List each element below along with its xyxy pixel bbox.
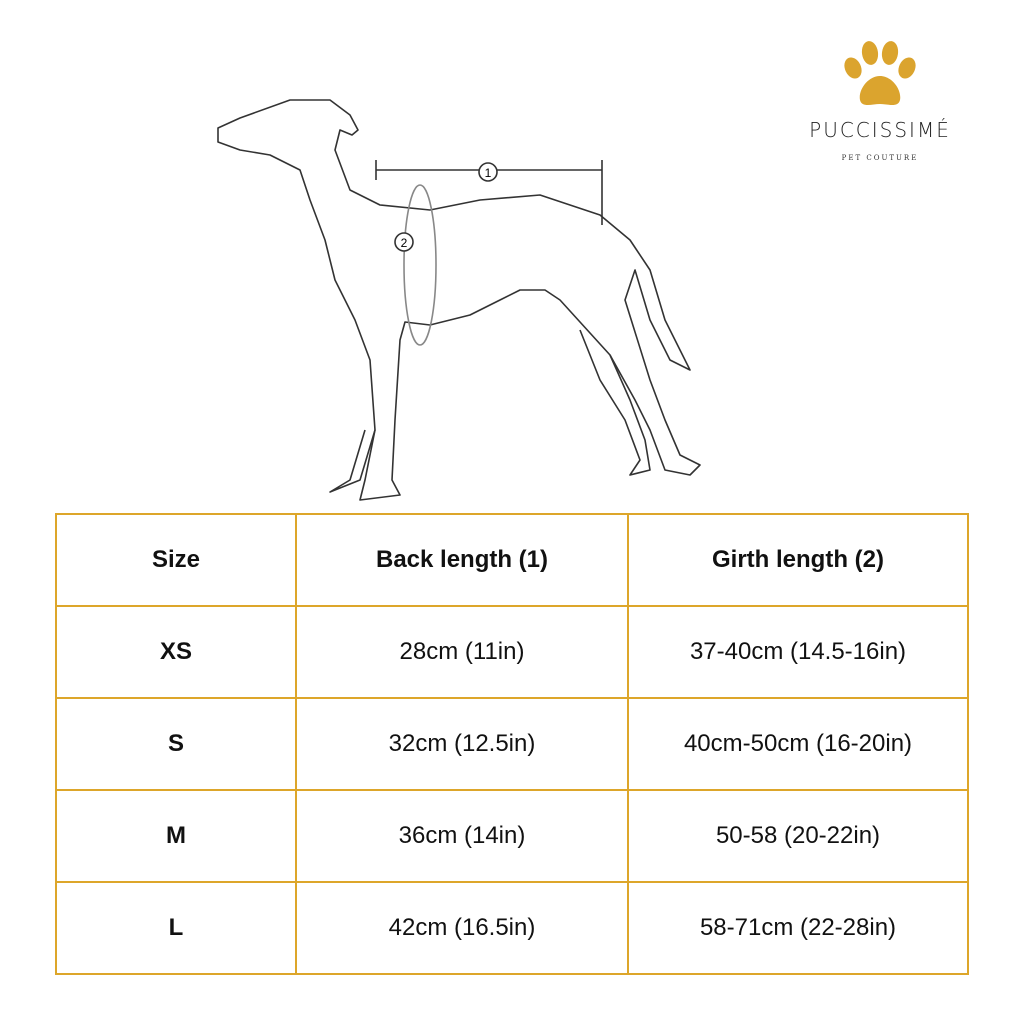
- size-cell: L: [55, 881, 297, 975]
- paw-icon: [844, 41, 916, 105]
- brand-logo: PUCCISSIMÉ PET COUTURE: [780, 40, 980, 190]
- size-cell: M: [55, 789, 297, 883]
- table-row: M 36cm (14in) 50-58 (20-22in): [55, 789, 969, 883]
- dog-hind-leg: [579, 329, 651, 476]
- table-row: XS 28cm (11in) 37-40cm (14.5-16in): [55, 605, 969, 699]
- size-cell: XS: [55, 605, 297, 699]
- table-row: S 32cm (12.5in) 40cm-50cm (16-20in): [55, 697, 969, 791]
- table-row: L 42cm (16.5in) 58-71cm (22-28in): [55, 881, 969, 975]
- size-chart-table: Size Back length (1) Girth length (2) XS…: [55, 513, 969, 975]
- girth-length-cell: 37-40cm (14.5-16in): [627, 605, 969, 699]
- dog-measurement-diagram: 1 2: [217, 99, 701, 501]
- size-cell: S: [55, 697, 297, 791]
- back-length-cell: 42cm (16.5in): [295, 881, 629, 975]
- dog-outline: [217, 99, 701, 501]
- brand-tagline: PET COUTURE: [841, 154, 919, 162]
- back-length-cell: 28cm (11in): [295, 605, 629, 699]
- marker-2: 2: [401, 236, 408, 250]
- header-girth-length: Girth length (2): [627, 513, 969, 607]
- brand-name: PUCCISSIMÉ: [809, 118, 951, 142]
- girth-length-cell: 58-71cm (22-28in): [627, 881, 969, 975]
- marker-1: 1: [485, 166, 492, 180]
- girth-loop: [403, 184, 437, 346]
- header-back-length: Back length (1): [295, 513, 629, 607]
- girth-length-cell: 50-58 (20-22in): [627, 789, 969, 883]
- dog-front-leg: [329, 429, 376, 493]
- header-size: Size: [55, 513, 297, 607]
- back-length-cell: 36cm (14in): [295, 789, 629, 883]
- girth-length-cell: 40cm-50cm (16-20in): [627, 697, 969, 791]
- table-header-row: Size Back length (1) Girth length (2): [55, 513, 969, 607]
- back-length-cell: 32cm (12.5in): [295, 697, 629, 791]
